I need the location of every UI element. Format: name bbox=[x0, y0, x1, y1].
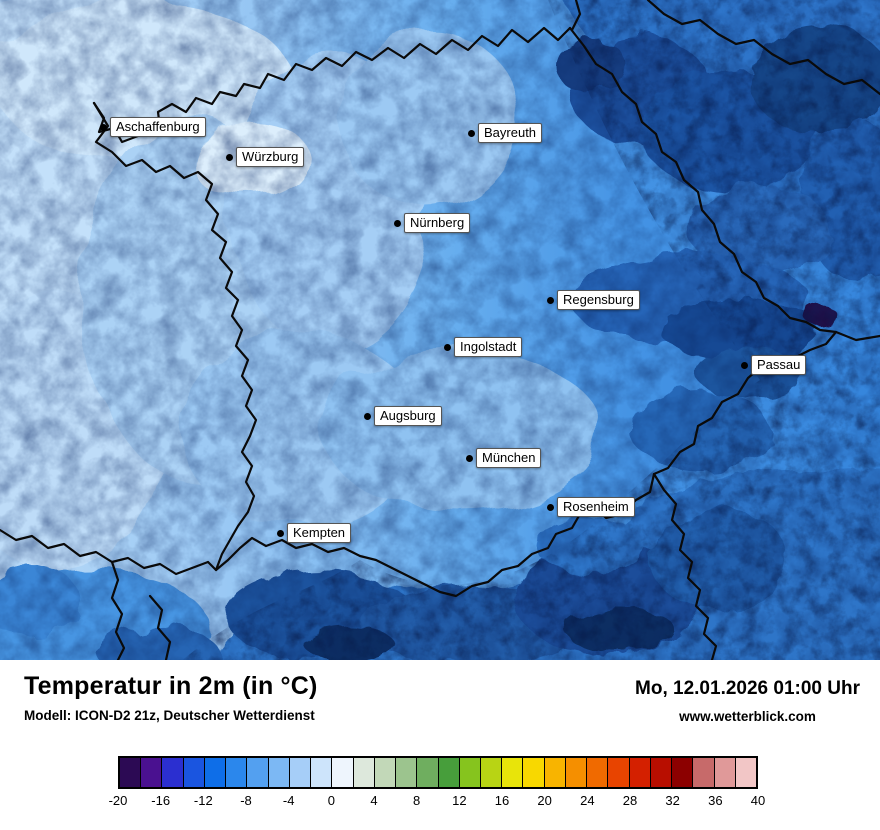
legend-segment bbox=[459, 758, 481, 787]
legend-segment bbox=[120, 758, 142, 787]
legend-segment bbox=[608, 758, 630, 787]
border-czech-top bbox=[570, 0, 582, 32]
legend-tick-label: 4 bbox=[370, 793, 378, 808]
legend-segment bbox=[162, 758, 184, 787]
border-rhine-valley bbox=[110, 560, 126, 660]
legend-segment bbox=[480, 758, 503, 787]
border-west bbox=[92, 101, 258, 572]
legend-segment bbox=[289, 758, 312, 787]
legend-tick-label: 32 bbox=[665, 793, 680, 808]
legend-segment bbox=[183, 758, 205, 787]
border-lines bbox=[0, 0, 880, 660]
legend-tick-label: 0 bbox=[327, 793, 335, 808]
legend-tick-label: -16 bbox=[151, 793, 171, 808]
map-region: Aschaffenburg Würzburg Bayreuth Nürnberg Reg… bbox=[0, 0, 880, 660]
border-salzburg bbox=[652, 472, 718, 660]
legend-segment bbox=[672, 758, 694, 787]
legend-tick-label: 40 bbox=[750, 793, 766, 808]
border-czech-east bbox=[834, 330, 880, 342]
legend-tick-label: 28 bbox=[622, 793, 638, 808]
footer: Temperatur in 2m (in °C) Modell: ICON-D2… bbox=[0, 660, 880, 830]
legend-segment bbox=[141, 758, 163, 787]
legend-ticks: -20 -16 -12 -8 -4 0 4 8 12 16 20 24 28 32 36 40 bbox=[109, 793, 766, 811]
legend-tick-label: 16 bbox=[494, 793, 510, 808]
legend-segment bbox=[204, 758, 227, 787]
legend-tick-label: 36 bbox=[708, 793, 723, 808]
legend-tick-label: -20 bbox=[108, 793, 128, 808]
legend-segment bbox=[523, 758, 545, 787]
border-liechtenstein bbox=[148, 594, 172, 660]
temperature-legend: -20 -16 -12 -8 -4 0 4 8 12 16 20 24 28 32 36 40 bbox=[109, 756, 766, 811]
legend-tick-label: 24 bbox=[580, 793, 595, 808]
legend-segment bbox=[693, 758, 715, 787]
legend-segment bbox=[353, 758, 375, 787]
legend-segment bbox=[247, 758, 269, 787]
model-info: Modell: ICON-D2 21z, Deutscher Wetterdie… bbox=[24, 708, 315, 723]
legend-segment bbox=[311, 758, 333, 787]
page-title: Temperatur in 2m (in °C) bbox=[24, 672, 318, 700]
legend-segment bbox=[587, 758, 609, 787]
legend-segment bbox=[735, 758, 757, 787]
legend-segment bbox=[332, 758, 354, 787]
legend-tick-label: -12 bbox=[193, 793, 213, 808]
legend-tick-label: -8 bbox=[240, 793, 252, 808]
legend-segment bbox=[565, 758, 588, 787]
legend-segment bbox=[650, 758, 673, 787]
footer-header-row: Temperatur in 2m (in °C) Modell: ICON-D2… bbox=[24, 672, 860, 724]
legend-bar bbox=[118, 756, 758, 789]
legend-tick-label: 12 bbox=[452, 793, 467, 808]
legend-segment bbox=[374, 758, 397, 787]
datetime: Mo, 12.01.2026 01:00 Uhr bbox=[635, 678, 860, 699]
border-czech bbox=[568, 26, 838, 368]
legend-tick-label: 20 bbox=[537, 793, 552, 808]
border-austria bbox=[206, 364, 764, 598]
legend-segment bbox=[438, 758, 460, 787]
border-bodensee bbox=[0, 528, 210, 576]
weather-map-svg bbox=[0, 0, 880, 660]
legend-segment bbox=[268, 758, 290, 787]
legend-segment bbox=[502, 758, 524, 787]
website-url: www.wetterblick.com bbox=[679, 709, 816, 724]
footer-right: Mo, 12.01.2026 01:00 Uhr www.wetterblick… bbox=[635, 678, 860, 724]
legend-segment bbox=[629, 758, 651, 787]
legend-segment bbox=[396, 758, 418, 787]
legend-segment bbox=[226, 758, 248, 787]
legend-segment bbox=[417, 758, 439, 787]
legend-tick-label: 8 bbox=[413, 793, 421, 808]
legend-segment bbox=[544, 758, 566, 787]
border-saxony bbox=[646, 0, 880, 96]
legend-tick-label: -4 bbox=[282, 793, 295, 808]
legend-segment bbox=[714, 758, 736, 787]
footer-left: Temperatur in 2m (in °C) Modell: ICON-D2… bbox=[24, 672, 318, 723]
